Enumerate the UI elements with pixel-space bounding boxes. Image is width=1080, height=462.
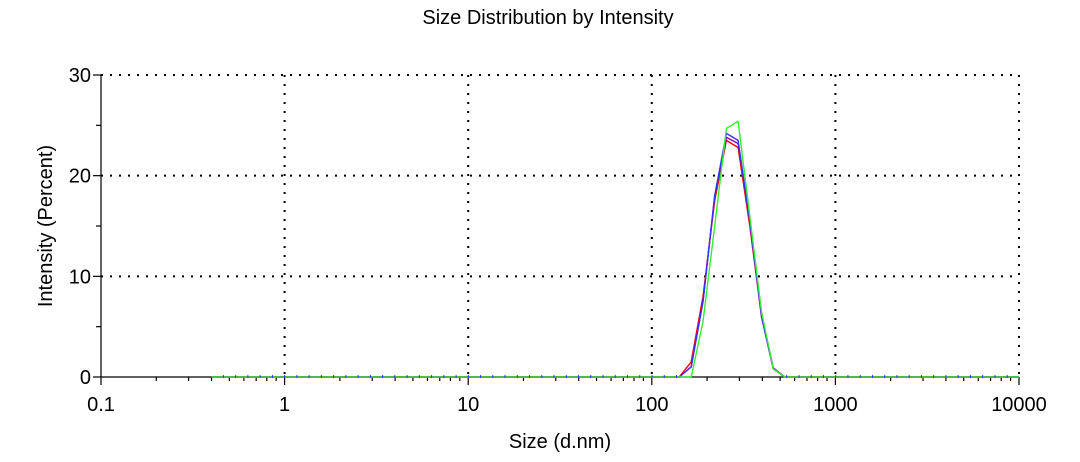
y-tick-label: 20 [69, 166, 91, 188]
series-line [211, 120, 1019, 378]
axes [93, 74, 1020, 385]
x-tick-label: 10000 [991, 394, 1047, 416]
series-line [211, 132, 1019, 378]
series-line [211, 136, 1019, 378]
series-4 [211, 120, 1019, 378]
tick-labels: 0 10 20 30 0.1 1 10 100 1000 10000 [69, 65, 1047, 416]
series-3 [211, 132, 1019, 378]
grid [101, 74, 1020, 377]
y-tick-label: 30 [69, 65, 91, 87]
y-tick-label: 10 [69, 266, 91, 288]
x-axis-label: Size (d.nm) [509, 431, 611, 453]
x-tick-label: 10 [457, 394, 479, 416]
x-tick-label: 0.1 [87, 394, 115, 416]
x-tick-label: 100 [635, 394, 668, 416]
chart-title: Size Distribution by Intensity [422, 7, 673, 29]
x-tick-label: 1000 [813, 394, 858, 416]
series-2 [211, 136, 1019, 378]
y-axis-label: Intensity (Percent) [35, 145, 57, 307]
series-group [211, 120, 1019, 378]
baseline-markers [222, 375, 1008, 378]
x-tick-label: 1 [279, 394, 290, 416]
y-tick-label: 0 [80, 367, 91, 389]
